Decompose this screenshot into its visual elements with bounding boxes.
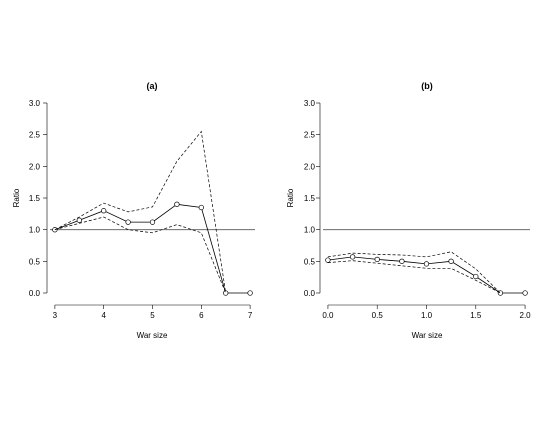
panel-a-data-point: [125, 219, 131, 225]
panel-b-data-point: [325, 257, 331, 263]
panel-b-x-tick-label: 2.0: [520, 311, 532, 320]
panel-b-y-tick-label: 1.0: [304, 226, 316, 235]
panel-a-y-tick-label: 0.0: [29, 289, 41, 298]
panel-b-x-tick-label: 1.5: [470, 311, 482, 320]
panel-a-upper-line: [54, 130, 227, 294]
panel-a-y-tick-label: 0.5: [29, 257, 41, 266]
panel-a-data-point: [76, 217, 82, 223]
panel-b-lower-line: [327, 260, 501, 294]
panel-b-xlabel: War size: [412, 331, 443, 340]
panel-a-lower-line: [54, 216, 227, 294]
panel-a-ylabel: Ratio: [12, 188, 21, 207]
panel-b-y-tick-label: 2.0: [304, 162, 316, 171]
panel-b-title: (b): [421, 81, 433, 91]
panel-b-x-tick-label: 0.5: [372, 311, 384, 320]
panel-a-data-point: [247, 290, 253, 296]
panel-b-x-tick-label: 1.0: [421, 311, 433, 320]
panel-b-data-point: [522, 290, 528, 296]
panel-a-x-tick-label: 5: [150, 311, 155, 320]
panel-b-ylabel: Ratio: [286, 188, 295, 207]
panel-a-data-point: [223, 290, 229, 296]
panel-b-upper-line: [327, 251, 501, 294]
panel-b-data-point: [473, 273, 479, 280]
panel-a-y-tick-label: 1.5: [29, 194, 41, 203]
panel-b-y-tick-label: 1.5: [304, 194, 316, 203]
panel-b-data-point: [374, 256, 380, 263]
panel-a-y-tick-label: 2.0: [29, 162, 41, 171]
panel-a-y-tick-label: 1.0: [29, 226, 41, 235]
panel-a-y-tick-label: 3.0: [29, 99, 41, 108]
panel-a-x-tick-label: 6: [199, 311, 204, 320]
panel-a-xlabel: War size: [137, 331, 168, 340]
panel-b-data-point: [349, 254, 356, 260]
panel-a-data-point: [198, 204, 204, 211]
panel-a-title: (a): [147, 81, 158, 91]
panel-b-data-point: [423, 261, 430, 267]
panel-a-x-tick-label: 3: [53, 311, 58, 320]
panel-b-y-tick-label: 0.0: [304, 289, 316, 298]
panel-b: (b) War size Ratio 0.0 0.5 1.0 1.5 2.0 2.5 3.0…: [286, 81, 531, 340]
panel-a-data-point: [101, 208, 107, 214]
panel-a-y-tick-label: 2.5: [29, 131, 41, 140]
panel-a-estimate-line: [54, 203, 251, 294]
panel-a-data-point: [149, 219, 156, 225]
panel-a-x-tick-label: 4: [101, 311, 106, 320]
panel-b-data-point: [399, 258, 405, 264]
panel-a-data-point: [174, 201, 180, 207]
panel-b-y-tick-label: 2.5: [304, 131, 316, 140]
panel-b-x-tick-label: 0.0: [322, 311, 334, 320]
panel-b-data-point: [448, 258, 454, 264]
panel-a: (a) War size Ratio 0.0 0.5 1.0 1.5 2.0 2.5 3.0…: [12, 81, 255, 340]
panel-b-y-tick-label: 3.0: [304, 99, 316, 108]
panel-b-y-tick-label: 0.5: [304, 257, 316, 266]
panel-a-x-tick-label: 7: [248, 311, 253, 320]
